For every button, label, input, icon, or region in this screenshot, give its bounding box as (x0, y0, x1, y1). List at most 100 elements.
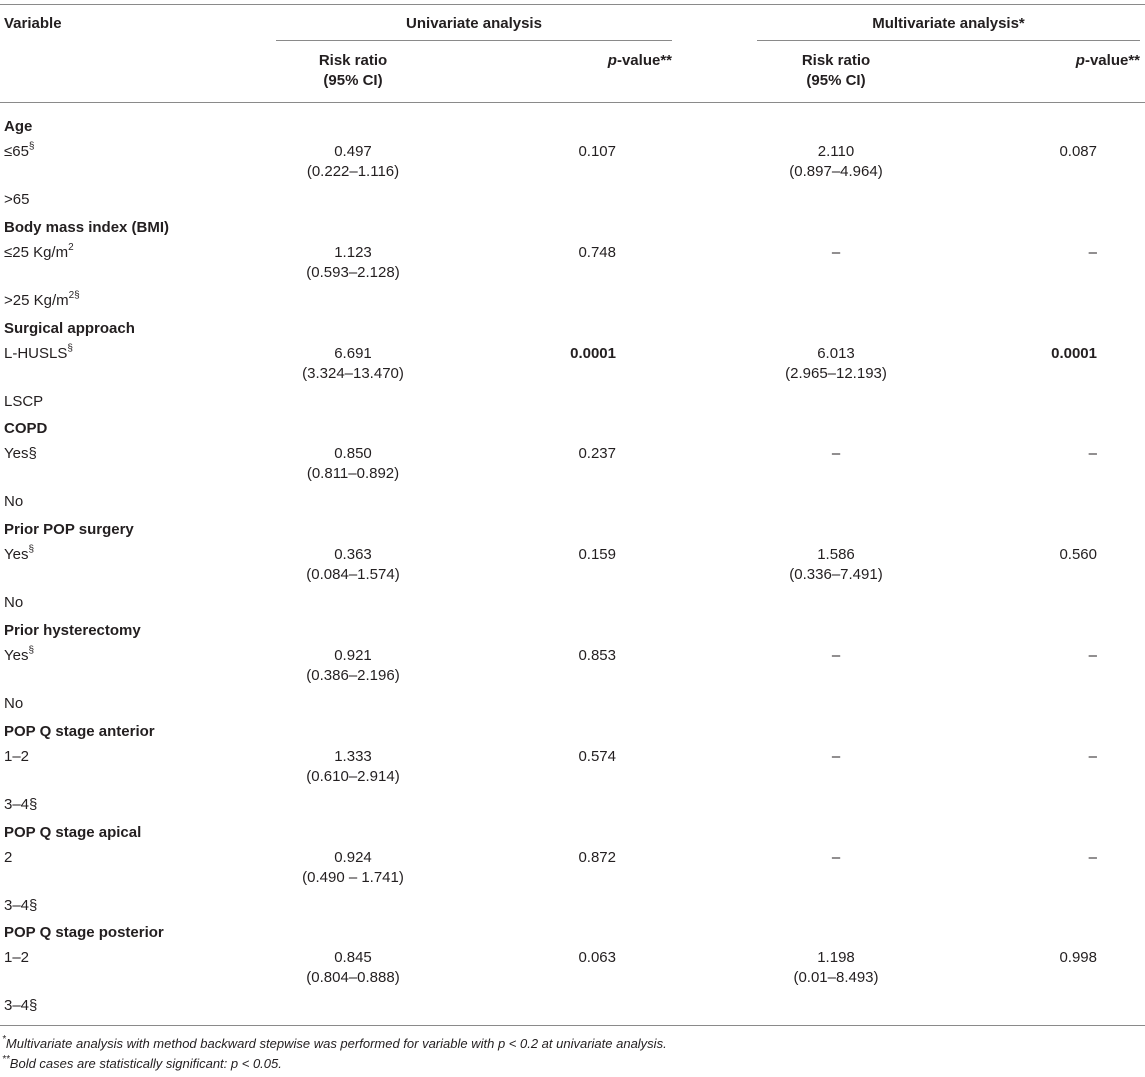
row-label-text: 1–2 (4, 747, 30, 765)
multi-p-value: 0.560 (1059, 546, 1097, 564)
uni-ci: (0.811–0.892) (306, 465, 400, 483)
uni-risk-ratio-cell: 1.333 (0.610–2.914) (253, 747, 453, 787)
row-label-text: Yes§ (4, 445, 37, 463)
row-label-text: 2 (4, 848, 13, 866)
uni-risk-ratio: 1.123 (334, 243, 372, 261)
uni-ci: (0.222–1.116) (306, 163, 400, 180)
multi-risk-ratio-cell: 2.110 (0.897–4.964) (736, 142, 936, 182)
multivariate-subrule (757, 40, 1140, 41)
uni-ci: (0.593–2.128) (306, 263, 400, 281)
header-multi-p-prefix: p (1075, 52, 1085, 69)
uni-risk-ratio: 0.363 (334, 546, 372, 564)
multi-ci: (0.897–4.964) (789, 163, 883, 180)
row-label-text: No (4, 594, 24, 612)
multi-risk-ratio: – (831, 647, 841, 664)
row-label-reference: >25 Kg/m2§ (4, 290, 80, 311)
group-title: Body mass index (BMI) (4, 218, 170, 236)
multi-risk-ratio-cell: 1.198 (0.01–8.493) (736, 948, 936, 988)
header-multi-rr-line1: Risk ratio (801, 52, 871, 69)
uni-risk-ratio-cell: 0.845 (0.804–0.888) (253, 948, 453, 988)
uni-p-value: 0.872 (578, 848, 616, 866)
uni-ci: (0.804–0.888) (306, 969, 400, 987)
group-title: Prior hysterectomy (4, 622, 141, 639)
uni-ci: (0.610–2.914) (306, 767, 400, 785)
multi-risk-ratio: 6.013 (817, 344, 855, 362)
uni-risk-ratio-cell: 0.363 (0.084–1.574) (253, 545, 453, 585)
row-label-sup: § (28, 544, 35, 556)
top-rule (0, 4, 1145, 5)
uni-risk-ratio: 0.921 (334, 647, 372, 664)
multi-risk-ratio-cell: 6.013 (2.965–12.193) (736, 344, 936, 384)
row-label: Yes§ (4, 646, 34, 666)
row-label-text: Yes (4, 546, 29, 564)
row-label-text: >25 Kg/m (4, 291, 69, 309)
footnote-1: *Multivariate analysis with method backw… (2, 1034, 667, 1052)
group-title: Prior POP surgery (4, 521, 134, 539)
group-title: POP Q stage posterior (4, 924, 164, 942)
multi-risk-ratio: – (831, 747, 841, 765)
group-title: POP Q stage apical (4, 823, 142, 841)
group-title: COPD (4, 420, 48, 438)
multi-p-value: – (1088, 848, 1097, 866)
uni-risk-ratio-cell: 0.924 (0.490 – 1.741) (253, 848, 453, 888)
multi-p-value: – (1088, 445, 1097, 463)
row-label-reference: No (4, 492, 23, 512)
row-label: ≤25 Kg/m2 (4, 241, 74, 263)
group-title: Surgical approach (4, 319, 135, 337)
multi-p-value: 0.998 (1059, 949, 1097, 967)
row-label: ≤65§ (4, 142, 34, 162)
footnote-2-mark: ** (2, 1053, 10, 1065)
uni-ci: (3.324–13.470) (302, 364, 404, 382)
uni-p-value: 0.574 (578, 747, 616, 765)
uni-ci: (0.386–2.196) (306, 667, 400, 684)
footnote-2: **Bold cases are statistically significa… (2, 1053, 282, 1072)
row-label-reference: No (4, 694, 23, 714)
row-label: 1–2 (4, 747, 29, 767)
multi-p-value: – (1088, 747, 1097, 765)
row-label-reference: No (4, 593, 23, 613)
row-label-text: L-HUSLS (4, 344, 68, 362)
multi-risk-ratio: – (831, 848, 841, 866)
multi-p-value: 0.0001 (1051, 344, 1097, 362)
row-label-text: No (4, 493, 24, 511)
row-label-text: >65 (4, 191, 30, 208)
multi-risk-ratio: – (831, 445, 841, 463)
multi-risk-ratio: 1.198 (817, 949, 855, 967)
multi-risk-ratio-cell: – (736, 848, 936, 868)
row-label-sup: § (67, 342, 73, 354)
header-rule (0, 102, 1145, 103)
uni-risk-ratio-cell: 0.850 (0.811–0.892) (253, 444, 453, 484)
multi-risk-ratio: – (831, 243, 841, 261)
multi-ci: (2.965–12.193) (785, 364, 887, 382)
group-title: POP Q stage anterior (4, 722, 155, 740)
uni-p-value: 0.0001 (570, 344, 616, 362)
uni-p-value: 0.853 (578, 647, 616, 664)
header-uni-risk-ratio: Risk ratio (95% CI) (253, 51, 453, 91)
header-univariate: Univariate analysis (406, 15, 542, 32)
row-label-text: 1–2 (4, 949, 30, 967)
row-label-sup: § (28, 645, 35, 656)
uni-ci: (0.084–1.574) (306, 566, 400, 584)
bottom-rule (0, 1025, 1145, 1026)
uni-risk-ratio: 0.845 (334, 949, 372, 967)
multi-risk-ratio: 2.110 (817, 143, 855, 160)
row-label-text: Yes (4, 647, 29, 664)
row-label: 1–2 (4, 948, 29, 968)
group-title: Age (4, 118, 33, 135)
uni-risk-ratio: 0.497 (334, 143, 372, 160)
header-uni-rr-line1: Risk ratio (318, 52, 388, 69)
row-label: Yes§ (4, 545, 34, 565)
row-label-text: No (4, 695, 24, 712)
row-label: 2 (4, 848, 12, 868)
multi-risk-ratio-cell: – (736, 243, 936, 263)
uni-risk-ratio-cell: 0.921 (0.386–2.196) (253, 646, 453, 686)
row-label-text: LSCP (4, 392, 44, 410)
header-multi-p-suffix: -value** (1084, 52, 1140, 69)
uni-p-value: 0.237 (578, 445, 616, 463)
header-multivariate: Multivariate analysis* (872, 15, 1025, 32)
header-multi-p-value: p-value** (940, 51, 1140, 71)
uni-p-value: 0.063 (578, 949, 616, 967)
row-label-text: 3–4§ (4, 997, 38, 1015)
univariate-subrule (276, 40, 672, 41)
row-label-sup: 2 (68, 241, 74, 253)
